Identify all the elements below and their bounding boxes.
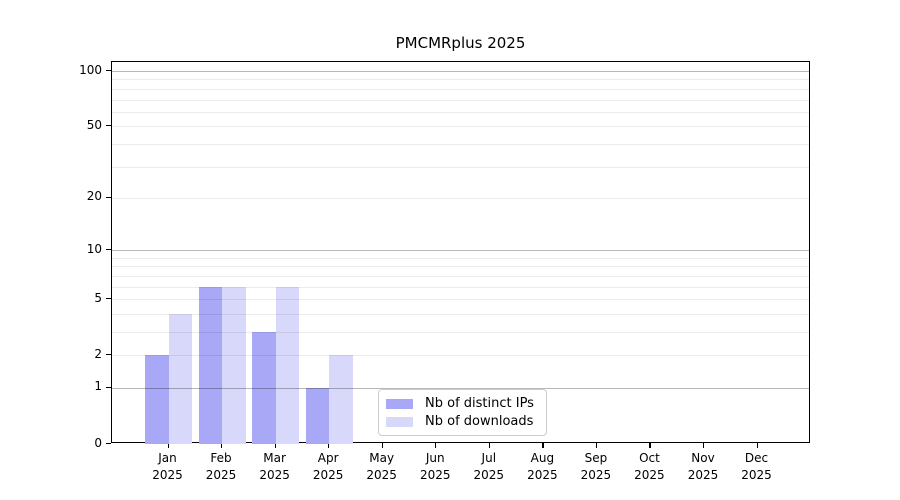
y-axis-tick-label: 5 bbox=[94, 290, 102, 305]
x-axis-tick-label: May 2025 bbox=[366, 451, 397, 482]
grid-line-minor bbox=[112, 111, 809, 113]
grid-line-minor bbox=[112, 275, 809, 277]
legend-item-distinct-ips: Nb of distinct IPs bbox=[386, 396, 539, 411]
y-axis-tick bbox=[106, 249, 111, 251]
grid-line-minor bbox=[112, 197, 809, 199]
x-axis-tick bbox=[595, 443, 598, 448]
x-axis-tick bbox=[381, 443, 383, 448]
x-axis-tick-label: Dec 2025 bbox=[741, 451, 772, 482]
x-axis-tick bbox=[221, 443, 223, 448]
y-axis-tick-label: 100 bbox=[79, 62, 102, 77]
bar-downloads-feb bbox=[222, 286, 246, 444]
x-axis-tick bbox=[167, 443, 169, 448]
x-axis-tick-label: Sep 2025 bbox=[580, 451, 612, 482]
grid-line-minor bbox=[112, 257, 809, 259]
x-axis-tick-label: Jul 2025 bbox=[473, 451, 505, 482]
x-axis-tick bbox=[274, 443, 276, 448]
x-axis-tick-label: Jun 2025 bbox=[419, 451, 451, 482]
y-axis-tick-label: 1 bbox=[94, 379, 102, 394]
x-axis-tick bbox=[435, 443, 437, 448]
grid-line-minor bbox=[112, 143, 809, 145]
grid-line-minor bbox=[112, 79, 809, 81]
y-axis-tick-label: 10 bbox=[86, 241, 102, 256]
bar-distinct-ips-mar bbox=[252, 331, 276, 444]
grid-line-minor bbox=[112, 99, 809, 101]
grid-line-minor bbox=[112, 88, 809, 90]
y-axis-tick-label: 2 bbox=[94, 346, 102, 361]
y-axis-tick bbox=[106, 196, 111, 199]
chart-title: PMCMRplus 2025 bbox=[395, 34, 526, 52]
legend-swatch-distinct-ips bbox=[386, 398, 413, 409]
x-axis-tick bbox=[703, 443, 705, 448]
y-axis-tick bbox=[106, 125, 111, 127]
x-axis-tick bbox=[542, 443, 544, 448]
y-axis-tick-label: 50 bbox=[86, 117, 102, 132]
grid-line-major bbox=[112, 71, 809, 73]
y-axis-tick bbox=[106, 354, 111, 356]
legend-label-distinct-ips: Nb of distinct IPs bbox=[425, 396, 534, 411]
y-axis-tick bbox=[106, 443, 111, 445]
bar-distinct-ips-apr bbox=[305, 387, 330, 444]
x-axis-tick-label: Aug 2025 bbox=[527, 451, 558, 482]
bar-downloads-mar bbox=[275, 286, 300, 444]
bar-downloads-apr bbox=[329, 355, 353, 444]
x-axis-tick bbox=[756, 443, 758, 448]
legend-item-downloads: Nb of downloads bbox=[386, 414, 539, 429]
legend: Nb of distinct IPs Nb of downloads bbox=[378, 389, 547, 436]
bar-downloads-jan bbox=[168, 313, 192, 444]
x-axis-tick bbox=[328, 443, 330, 448]
y-axis-tick-label: 20 bbox=[86, 189, 102, 204]
bar-distinct-ips-feb bbox=[198, 286, 223, 444]
grid-line-major bbox=[112, 250, 809, 252]
grid-line-minor bbox=[112, 166, 809, 168]
x-axis-tick bbox=[649, 443, 651, 448]
x-axis-tick-label: Jan 2025 bbox=[152, 451, 183, 482]
x-axis-tick-label: Apr 2025 bbox=[312, 451, 344, 482]
x-axis-tick-label: Mar 2025 bbox=[259, 451, 290, 482]
x-axis-tick-label: Feb 2025 bbox=[205, 451, 237, 482]
y-axis-tick bbox=[106, 70, 111, 72]
grid-line-minor bbox=[112, 126, 809, 128]
legend-swatch-downloads bbox=[386, 416, 413, 427]
x-axis-tick-label: Nov 2025 bbox=[687, 451, 719, 482]
y-axis-tick-label: 0 bbox=[94, 435, 102, 450]
x-axis-tick bbox=[488, 443, 490, 448]
bar-distinct-ips-jan bbox=[145, 355, 169, 444]
y-axis-tick bbox=[106, 298, 111, 300]
legend-label-downloads: Nb of downloads bbox=[425, 414, 534, 429]
plot-area bbox=[111, 61, 810, 444]
grid-line-minor bbox=[112, 266, 809, 268]
y-axis-tick bbox=[106, 386, 111, 389]
x-axis-tick-label: Oct 2025 bbox=[634, 451, 665, 482]
